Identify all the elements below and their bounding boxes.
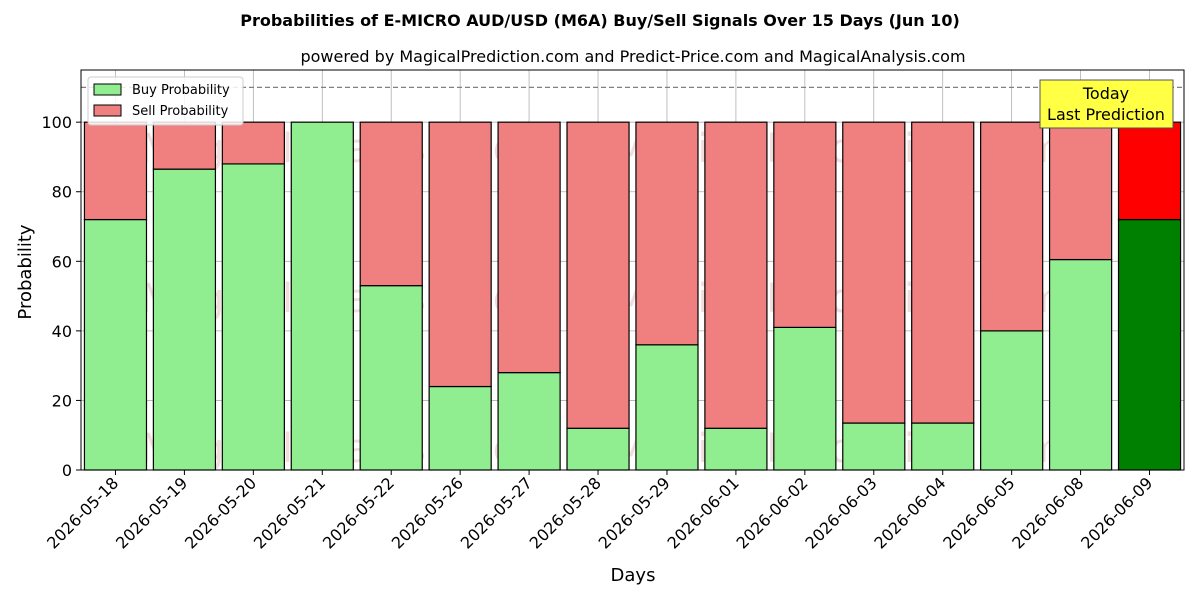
bar-buy [704, 427, 768, 471]
bar-buy [428, 385, 492, 471]
chart-subtitle: powered by MagicalPrediction.com and Pre… [300, 47, 965, 66]
x-tick-label: 2026-06-03 [801, 473, 880, 552]
y-tick-label: 60 [52, 252, 72, 271]
x-tick-label: 2026-05-29 [595, 473, 674, 552]
bar-buy [911, 422, 975, 471]
x-tick-label: 2026-05-19 [112, 473, 191, 552]
legend-swatch-buy [93, 83, 122, 96]
bar-sell [1048, 121, 1113, 261]
bar-buy [83, 218, 148, 471]
x-tick-label: 2026-05-21 [250, 473, 329, 552]
x-tick-label: 2026-05-26 [388, 473, 467, 552]
legend: Buy Probability Sell Probability [87, 76, 244, 126]
legend-swatch-sell [93, 104, 122, 117]
bar-sell [221, 121, 285, 165]
bar-buy [290, 121, 354, 471]
legend-box [87, 76, 244, 126]
bar-sell [704, 121, 768, 429]
x-tick-label: 2026-05-28 [526, 473, 605, 552]
bar-buy [773, 326, 837, 471]
legend-label-buy: Buy Probability [132, 83, 230, 98]
x-tick-label: 2026-06-09 [1077, 473, 1156, 552]
bar-sell [980, 121, 1044, 332]
bar-buy [1117, 218, 1182, 471]
bar-buy [566, 427, 630, 471]
bar-sell [911, 121, 975, 424]
bar-sell [83, 121, 148, 221]
bar-buy [842, 422, 906, 471]
x-tick-label: 2026-06-02 [732, 473, 811, 552]
y-tick-label: 0 [62, 461, 72, 480]
bar-sell [359, 121, 423, 287]
x-tick-label: 2026-06-05 [939, 473, 1018, 552]
y-tick-label: 40 [52, 322, 72, 341]
bar-sell [842, 121, 906, 424]
chart-title: Probabilities of E-MICRO AUD/USD (M6A) B… [240, 11, 960, 30]
bar-buy [980, 330, 1044, 471]
y-tick-label: 80 [52, 183, 72, 202]
bar-sell [1117, 121, 1182, 221]
x-tick-label: 2026-06-04 [870, 473, 949, 552]
x-tick-label: 2026-05-27 [457, 473, 536, 552]
bar-buy [1048, 258, 1113, 471]
annotation-box [1039, 79, 1174, 129]
bar-buy [635, 344, 699, 471]
x-tick-label: 2026-05-18 [43, 473, 122, 552]
bar-buy [359, 285, 423, 471]
bar-buy [497, 372, 561, 471]
legend-label-sell: Sell Probability [132, 104, 229, 119]
bar-sell [428, 121, 492, 388]
y-axis-label: Probability [15, 224, 36, 319]
bar-sell [566, 121, 630, 429]
bar-sell [152, 121, 217, 170]
x-tick-label: 2026-06-01 [664, 473, 743, 552]
bar-sell [497, 121, 561, 374]
bar-buy [152, 168, 217, 471]
y-tick-label: 20 [52, 391, 72, 410]
bar-sell [773, 121, 837, 328]
x-axis-label: Days [611, 565, 656, 586]
x-tick-label: 2026-05-22 [319, 473, 398, 552]
annotation-line-last-prediction: Last Prediction [1047, 105, 1165, 124]
x-tick-label: 2026-06-08 [1008, 473, 1087, 552]
x-tick-label: 2026-05-20 [181, 473, 260, 552]
bar-buy [221, 163, 285, 471]
y-tick-label: 100 [41, 113, 72, 132]
plot-area: MagicalAnalysis.comMagicalPrediction.com… [41, 69, 1185, 553]
today-annotation: Today Last Prediction [1039, 79, 1174, 129]
plot-frame [80, 69, 1185, 471]
bar-sell [635, 121, 699, 346]
annotation-line-today: Today [1082, 84, 1129, 103]
